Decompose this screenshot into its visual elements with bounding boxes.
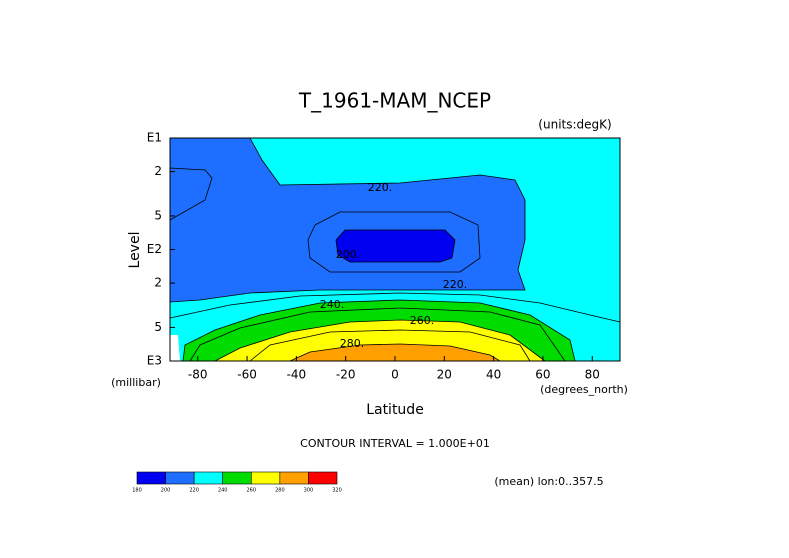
contour-label: 220. xyxy=(443,278,468,291)
colorbar-box xyxy=(250,471,281,485)
colorbar-box xyxy=(193,471,224,485)
contour-fill xyxy=(289,343,502,362)
colorbar-label: 260 xyxy=(247,488,257,494)
x-tick-label: -20 xyxy=(336,368,356,382)
y-tick-label: 2 xyxy=(154,164,162,178)
colorbar-label: 200 xyxy=(161,488,171,494)
colorbar-label: 320 xyxy=(332,488,342,494)
colorbar-box xyxy=(136,471,166,485)
contour-interval: CONTOUR INTERVAL = 1.000E+01 xyxy=(300,437,490,450)
x-tick-label: 60 xyxy=(535,368,550,382)
y-tick-label: 5 xyxy=(154,208,162,222)
colorbar-label: 220 xyxy=(189,488,199,494)
x-tick-label: -60 xyxy=(237,368,257,382)
x-tick-label: 20 xyxy=(437,368,452,382)
x-units-label: (degrees_north) xyxy=(540,383,628,396)
contour-label: 280. xyxy=(340,337,365,350)
y-axis-label: Level xyxy=(127,232,143,269)
x-tick-label: 0 xyxy=(391,368,399,382)
colorbar-box xyxy=(222,471,252,485)
missing-data xyxy=(170,335,180,361)
colorbar-label: 280 xyxy=(275,488,285,494)
y-tick-label: E3 xyxy=(147,354,162,368)
colorbar-label: 180 xyxy=(132,488,142,494)
units-label: (units:degK) xyxy=(538,118,611,132)
y-tick-label: 2 xyxy=(154,276,162,290)
colorbar-label: 240 xyxy=(218,488,228,494)
x-tick-label: -80 xyxy=(188,368,208,382)
contour-line xyxy=(169,167,213,221)
colorbar-box xyxy=(308,471,338,485)
y-tick-label: E2 xyxy=(147,242,162,256)
contour-line xyxy=(169,292,621,323)
x-axis-label: Latitude xyxy=(366,402,424,418)
y-units-label: (millibar) xyxy=(111,376,161,389)
contour-line xyxy=(249,329,531,362)
contour-label: 240. xyxy=(320,298,345,311)
colorbar-box xyxy=(165,471,195,485)
colorbar-label: 300 xyxy=(304,488,314,494)
y-tick-label: 5 xyxy=(154,320,162,334)
chart-title: T_1961-MAM_NCEP xyxy=(298,89,491,113)
contour-label: 220. xyxy=(368,181,393,194)
contour-label: 200. xyxy=(336,248,361,261)
footnote: (mean) lon:0..357.5 xyxy=(494,475,603,488)
colorbar-box xyxy=(279,471,309,485)
y-tick-label: E1 xyxy=(147,131,162,145)
contour-line xyxy=(189,307,566,362)
x-tick-label: 80 xyxy=(585,368,600,382)
x-tick-label: -40 xyxy=(287,368,307,382)
contour-fill xyxy=(335,229,456,263)
x-tick-label: 40 xyxy=(486,368,501,382)
contour-line xyxy=(307,211,481,273)
contour-label: 260. xyxy=(410,314,435,327)
